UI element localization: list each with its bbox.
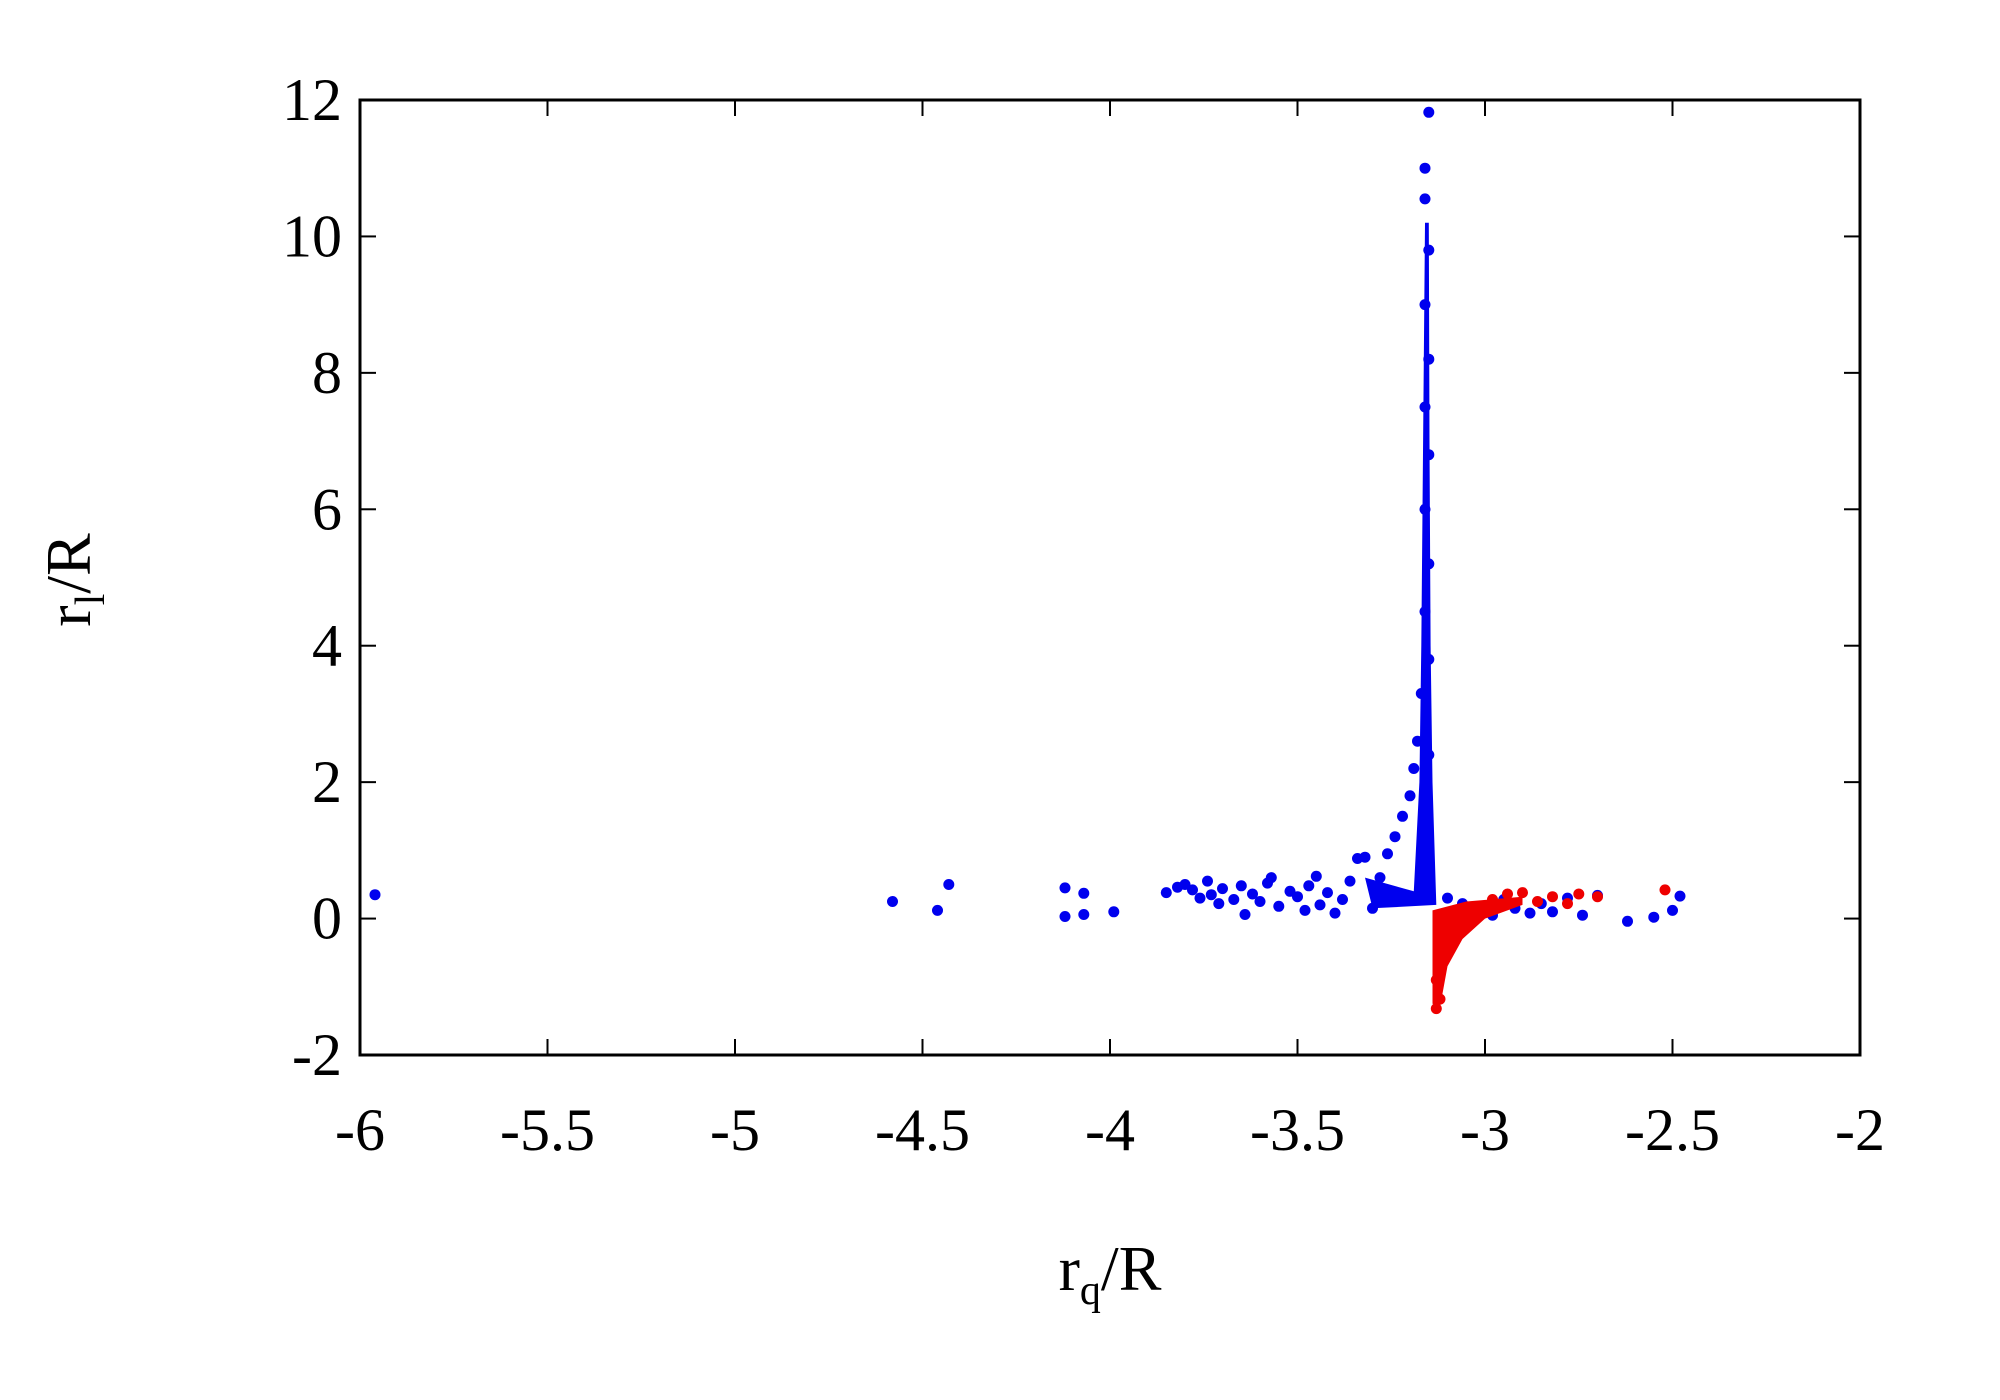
data-point [1532, 896, 1543, 907]
x-tick-label: -2.5 [1625, 1097, 1720, 1163]
data-point [1108, 906, 1120, 918]
data-point [1547, 906, 1558, 918]
data-point [1160, 887, 1172, 899]
data-point [369, 889, 381, 901]
data-point [1202, 875, 1213, 887]
data-point [1408, 763, 1420, 774]
data-point [1577, 909, 1588, 921]
data-point [943, 879, 955, 890]
y-tick-label: 2 [312, 749, 342, 815]
x-axis-label: rq/R [1059, 1233, 1162, 1314]
data-point [1667, 904, 1678, 916]
data-point [887, 896, 898, 907]
x-axis-ticks: -6 -5.5 -5 -4.5 -4 -3.5 -3 -2.5 -2 [335, 100, 1885, 1163]
data-point [1303, 880, 1315, 892]
x-tick-label: -2 [1835, 1097, 1885, 1163]
data-point [1547, 891, 1558, 903]
data-point [1247, 888, 1258, 900]
data-point [1517, 887, 1528, 899]
y-tick-label: 8 [312, 340, 342, 406]
data-point [1059, 911, 1071, 922]
data-point [1187, 884, 1198, 896]
data-point [1273, 900, 1285, 912]
data-point [1228, 894, 1240, 905]
data-point [1337, 894, 1348, 905]
data-point [1265, 872, 1277, 884]
data-point [932, 904, 943, 916]
data-point [1359, 851, 1371, 863]
data-point [1622, 915, 1633, 927]
x-tick-label: -4.5 [875, 1097, 970, 1163]
data-point [1502, 888, 1513, 900]
data-point [1322, 887, 1333, 899]
data-point [1235, 880, 1247, 892]
y-tick-label: 6 [312, 476, 342, 542]
data-point [1419, 193, 1431, 205]
dense-tail-region [1432, 896, 1523, 1008]
series-2-points [1430, 884, 1671, 1015]
x-tick-label: -5 [710, 1097, 760, 1163]
data-point [1592, 891, 1603, 903]
data-point [1292, 891, 1303, 903]
data-point [1562, 898, 1573, 910]
data-point [1344, 875, 1356, 887]
data-point [1059, 882, 1071, 894]
data-point [1648, 911, 1660, 923]
data-point [1329, 907, 1341, 919]
y-tick-label: 10 [282, 203, 342, 269]
data-point [1194, 892, 1206, 904]
data-point [1573, 888, 1585, 900]
y-tick-label: 4 [312, 613, 342, 679]
y-axis-ticks: -2 0 2 4 6 8 10 12 [282, 67, 1860, 1088]
y-axis-label: rl/R [33, 533, 114, 627]
data-point [1397, 810, 1408, 822]
x-tick-label: -3 [1460, 1097, 1510, 1163]
data-point [1254, 896, 1266, 907]
dense-spike-region [1365, 222, 1437, 909]
data-point [1299, 904, 1311, 916]
data-point [1217, 883, 1228, 895]
data-point [1078, 887, 1090, 899]
x-tick-label: -6 [335, 1097, 385, 1163]
data-point [1239, 909, 1251, 920]
data-point [1382, 848, 1393, 860]
data-point [1404, 790, 1416, 802]
y-tick-label: -2 [292, 1022, 342, 1088]
data-point [1659, 884, 1671, 896]
y-tick-label: 12 [282, 67, 342, 133]
data-point [1423, 106, 1435, 118]
data-point [1205, 889, 1217, 901]
data-point [1374, 872, 1386, 884]
data-point [1310, 870, 1322, 882]
data-point [1213, 898, 1225, 910]
x-tick-label: -5.5 [500, 1097, 595, 1163]
data-point [1524, 907, 1536, 919]
data-point [1419, 162, 1431, 174]
x-tick-label: -4 [1085, 1097, 1135, 1163]
data-point [1442, 892, 1453, 904]
y-tick-label: 0 [312, 886, 342, 952]
data-point [1314, 899, 1326, 911]
x-tick-label: -3.5 [1250, 1097, 1345, 1163]
data-point [1078, 909, 1090, 920]
data-point [1389, 831, 1401, 843]
data-point [1674, 890, 1686, 902]
